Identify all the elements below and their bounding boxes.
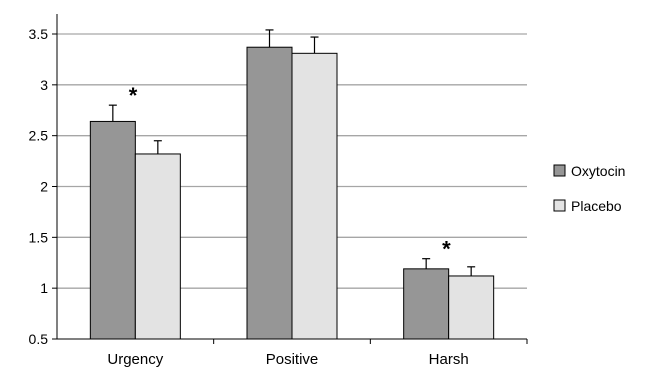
bar-placebo-harsh [448,275,495,340]
significance-marker: * [129,83,138,108]
bar-placebo-positive [291,52,338,340]
x-category-labels: Urgency Positive Harsh [107,351,468,368]
x-category-label: Harsh [429,351,469,368]
y-tick-label: 2 [40,179,48,195]
legend-swatch-oxytocin [553,164,566,177]
annotations-group: ** [129,83,451,262]
x-category-label: Positive [266,351,319,368]
legend: Oxytocin Placebo [553,163,625,214]
y-tick-label: 3 [40,77,48,93]
y-tick-label: 2.5 [29,128,49,144]
legend-label-oxytocin: Oxytocin [571,163,625,179]
legend-swatch-placebo [553,199,566,212]
bar-oxytocin-positive [246,46,293,340]
legend-label-placebo: Placebo [571,198,622,214]
axes-group [52,14,528,344]
significance-marker: * [442,237,451,262]
y-tick-label: 1 [40,280,48,296]
bar-oxytocin-urgency [89,120,136,340]
y-tick-labels: 0.5 1 1.5 2 2.5 3 3.5 [29,26,49,347]
x-category-label: Urgency [107,351,163,368]
bar-placebo-urgency [134,153,181,340]
bar-oxytocin-harsh [403,268,450,340]
y-tick-label: 0.5 [29,331,49,347]
y-tick-label: 3.5 [29,26,49,42]
bars-group [89,29,495,340]
y-tick-label: 1.5 [29,229,49,245]
